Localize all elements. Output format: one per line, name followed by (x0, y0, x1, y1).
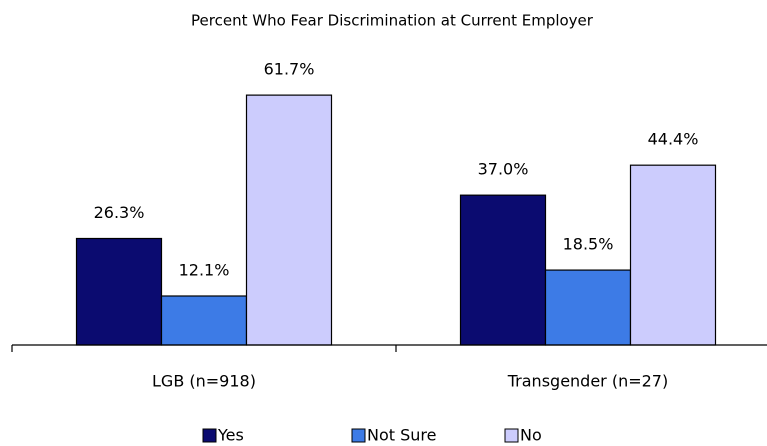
data-label: 18.5% (563, 235, 614, 254)
legend-label: Not Sure (367, 426, 436, 445)
legend-label: Yes (217, 426, 244, 445)
data-label: 37.0% (478, 160, 529, 179)
data-label: 61.7% (264, 60, 315, 79)
bar (629, 164, 717, 346)
data-label: 26.3% (94, 203, 145, 222)
bar (75, 237, 163, 346)
chart-title: Percent Who Fear Discrimination at Curre… (191, 12, 594, 30)
legend-swatch (202, 428, 217, 443)
x-tick-label: LGB (n=918) (152, 372, 256, 391)
legend-swatch (504, 428, 519, 443)
bar (459, 194, 547, 346)
bar (245, 94, 333, 346)
data-label: 44.4% (648, 130, 699, 149)
legend-swatch (351, 428, 366, 443)
bar (544, 269, 632, 346)
legend-label: No (520, 426, 542, 445)
bar (160, 295, 248, 346)
x-tick-label: Transgender (n=27) (507, 372, 668, 391)
data-label: 12.1% (179, 260, 230, 279)
